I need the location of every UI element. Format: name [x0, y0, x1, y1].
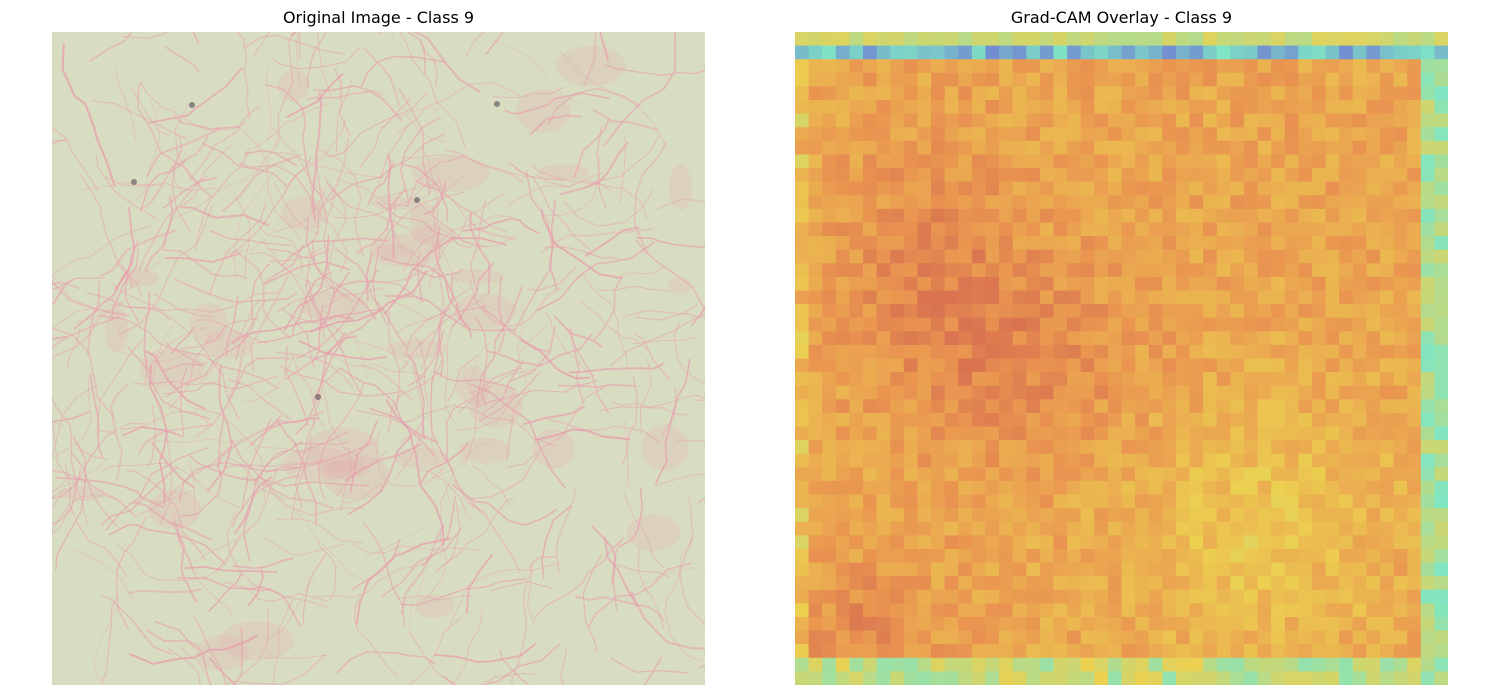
heatmap-cells	[795, 32, 1448, 685]
original-image-title: Original Image - Class 9	[282, 8, 475, 27]
gradcam-heatmap-image	[795, 32, 1448, 685]
stain-fibers	[52, 32, 705, 685]
original-micrograph-image	[52, 32, 705, 685]
heatmap-canvas	[795, 32, 1448, 685]
micrograph-canvas	[52, 32, 705, 685]
gradcam-overlay-title: Grad-CAM Overlay - Class 9	[1010, 8, 1233, 27]
